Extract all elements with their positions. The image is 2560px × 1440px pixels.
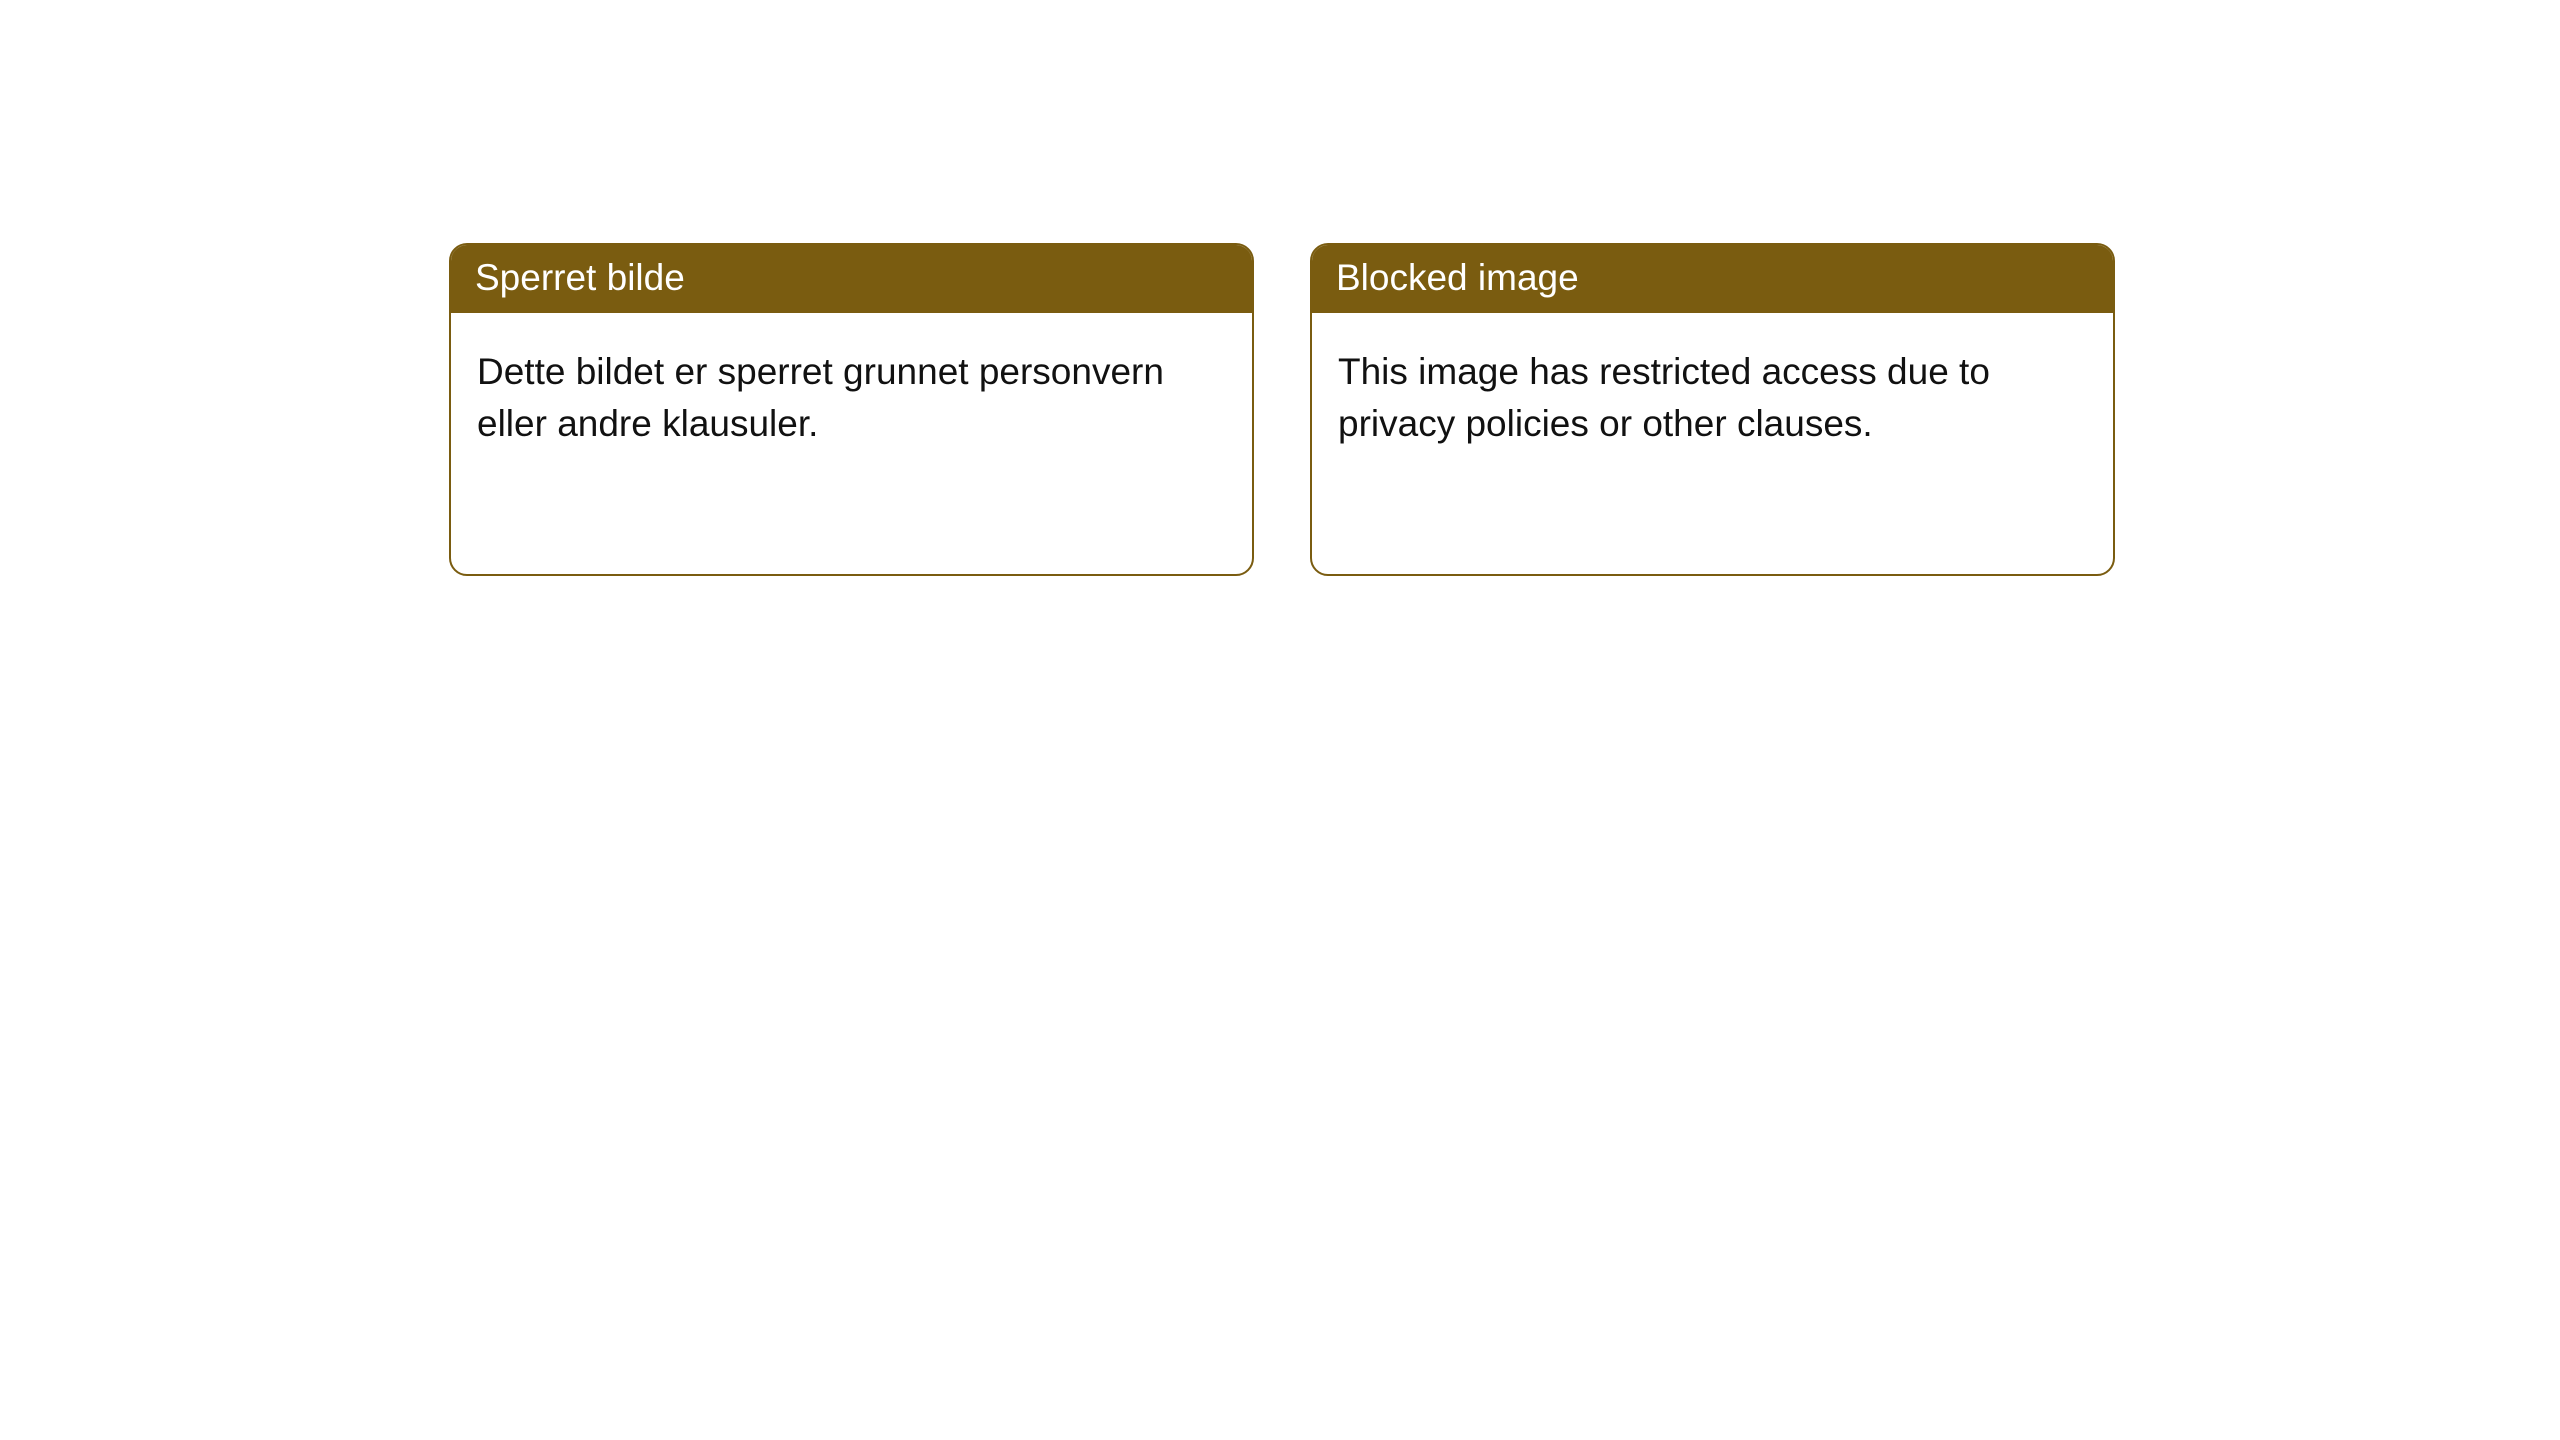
- notice-card-title: Sperret bilde: [451, 245, 1252, 313]
- notice-card-title: Blocked image: [1312, 245, 2113, 313]
- notice-container: Sperret bilde Dette bildet er sperret gr…: [449, 243, 2115, 576]
- notice-card-norwegian: Sperret bilde Dette bildet er sperret gr…: [449, 243, 1254, 576]
- notice-card-body: This image has restricted access due to …: [1312, 313, 2113, 476]
- notice-card-body: Dette bildet er sperret grunnet personve…: [451, 313, 1252, 476]
- notice-card-english: Blocked image This image has restricted …: [1310, 243, 2115, 576]
